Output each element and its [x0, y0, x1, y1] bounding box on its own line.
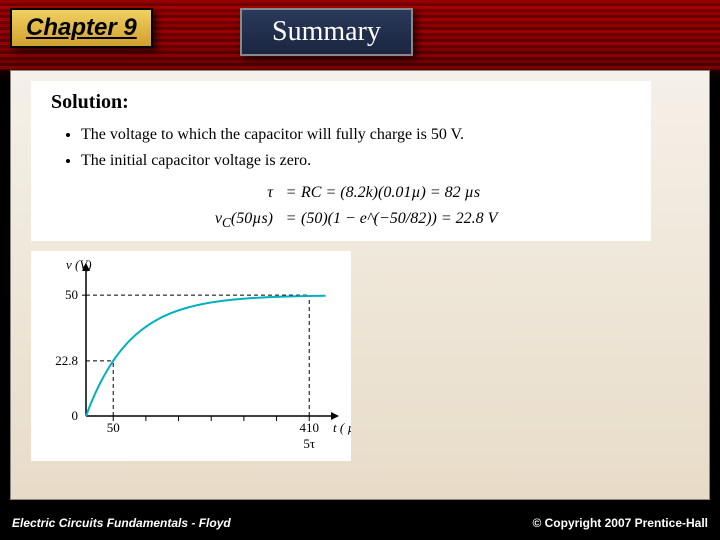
- eq-equals: =: [281, 180, 301, 206]
- solution-panel: Solution: The voltage to which the capac…: [31, 81, 651, 241]
- eq-lhs: vC(50µs): [191, 206, 281, 234]
- equations: τ = RC = (8.2k)(0.01µ) = 82 µs vC(50µs) …: [191, 180, 631, 233]
- summary-label: Summary: [272, 16, 381, 47]
- bullet-item: The voltage to which the capacitor will …: [81, 126, 631, 144]
- eq-lhs: τ: [191, 180, 281, 206]
- eq-equals: =: [281, 206, 301, 234]
- footer-left: Electric Circuits Fundamentals - Floyd: [12, 516, 231, 530]
- svg-text:0: 0: [72, 408, 79, 423]
- svg-text:t ( µs): t ( µs): [333, 420, 351, 435]
- svg-text:410: 410: [299, 420, 319, 435]
- chapter-label: Chapter 9: [26, 14, 137, 41]
- svg-text:22.8: 22.8: [55, 353, 78, 368]
- chapter-box: Chapter 9: [10, 8, 153, 48]
- chart-panel: 0 50 22.8 50 410 v (V) t ( µs) 5τ: [31, 251, 351, 461]
- rc-charge-chart: 0 50 22.8 50 410 v (V) t ( µs) 5τ: [31, 251, 351, 461]
- svg-text:50: 50: [107, 420, 120, 435]
- eq-rhs: RC = (8.2k)(0.01µ) = 82 µs: [301, 180, 480, 206]
- slide: Chapter 9 Summary Solution: The voltage …: [0, 0, 720, 540]
- solution-title: Solution:: [51, 91, 631, 114]
- summary-box: Summary: [240, 8, 413, 56]
- footer-right: © Copyright 2007 Prentice-Hall: [532, 516, 708, 530]
- content-area: Solution: The voltage to which the capac…: [10, 70, 710, 500]
- equation-row: τ = RC = (8.2k)(0.01µ) = 82 µs: [191, 180, 631, 206]
- svg-text:5τ: 5τ: [303, 436, 315, 451]
- bullet-item: The initial capacitor voltage is zero.: [81, 152, 631, 170]
- equation-row: vC(50µs) = (50)(1 − e^(−50/82)) = 22.8 V: [191, 206, 631, 234]
- svg-text:v (V): v (V): [66, 257, 92, 272]
- bullet-list: The voltage to which the capacitor will …: [81, 126, 631, 170]
- eq-rhs: (50)(1 − e^(−50/82)) = 22.8 V: [301, 206, 497, 234]
- svg-text:50: 50: [65, 287, 78, 302]
